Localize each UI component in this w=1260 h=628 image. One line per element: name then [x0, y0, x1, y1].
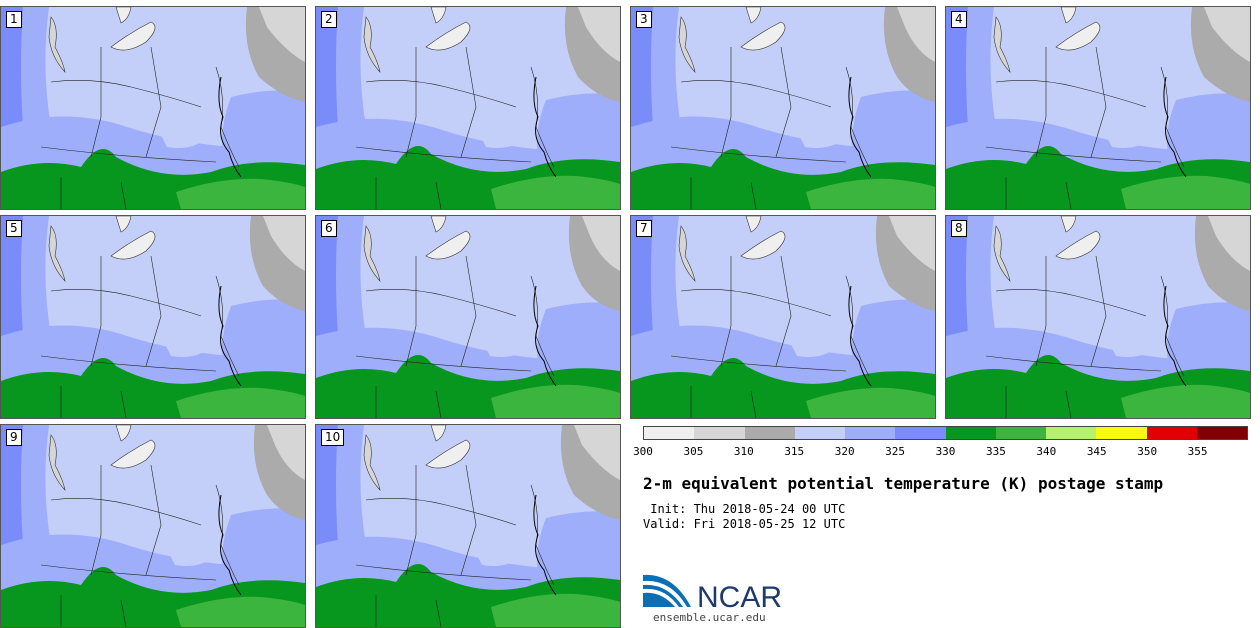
colorbar-tick-label: 330: [935, 445, 956, 458]
ensemble-member-panel: 9: [0, 424, 306, 628]
colorbar-ticks: 300 305 310 315 320 325 330 335 340 345 350 355: [633, 445, 1248, 459]
member-number-label: 7: [636, 220, 652, 237]
map-8: [946, 216, 1250, 418]
colorbar-segment: [1196, 427, 1247, 439]
ncar-wordmark: NCAR: [697, 581, 782, 614]
map-9: [1, 425, 305, 627]
map-6: [316, 216, 620, 418]
colorbar-tick-label: 325: [885, 445, 906, 458]
member-number-label: 8: [951, 220, 967, 237]
map-4: [946, 7, 1250, 209]
website-url: ensemble.ucar.edu: [653, 611, 766, 624]
map-3: [631, 7, 935, 209]
ncar-logo-mark: NCAR: [643, 574, 782, 614]
colorbar-segment: [945, 427, 996, 439]
colorbar: [643, 426, 1248, 440]
member-number-label: 10: [321, 429, 345, 446]
colorbar-tick-label: 350: [1137, 445, 1158, 458]
map-7: [631, 216, 935, 418]
colorbar-segment: [694, 427, 745, 439]
colorbar-segment: [744, 427, 795, 439]
member-number-label: 1: [6, 11, 22, 28]
colorbar-segment: [1146, 427, 1197, 439]
colorbar-segment: [1046, 427, 1097, 439]
colorbar-segment: [794, 427, 845, 439]
colorbar-tick-label: 355: [1187, 445, 1208, 458]
valid-time: Valid: Fri 2018-05-25 12 UTC: [643, 517, 846, 531]
colorbar-tick-label: 320: [834, 445, 855, 458]
colorbar-tick-label: 335: [985, 445, 1006, 458]
ensemble-member-panel: 2: [315, 6, 621, 210]
colorbar-segment: [845, 427, 896, 439]
map-1: [1, 7, 305, 209]
ensemble-member-panel: 10: [315, 424, 621, 628]
colorbar-tick-label: 340: [1036, 445, 1057, 458]
ensemble-member-panel: 5: [0, 215, 306, 419]
member-number-label: 2: [321, 11, 337, 28]
member-number-label: 5: [6, 220, 22, 237]
map-2: [316, 7, 620, 209]
map-5: [1, 216, 305, 418]
colorbar-segment: [644, 427, 695, 439]
colorbar-tick-label: 310: [733, 445, 754, 458]
ensemble-member-panel: 7: [630, 215, 936, 419]
ensemble-member-panel: 1: [0, 6, 306, 210]
member-number-label: 3: [636, 11, 652, 28]
map-10: [316, 425, 620, 627]
colorbar-tick-label: 345: [1086, 445, 1107, 458]
colorbar-segment: [895, 427, 946, 439]
ensemble-member-panel: 3: [630, 6, 936, 210]
ensemble-member-panel: 8: [945, 215, 1251, 419]
ensemble-member-panel: 6: [315, 215, 621, 419]
ncar-logo: NCAR: [643, 571, 793, 615]
figure-title: 2-m equivalent potential temperature (K)…: [643, 474, 1164, 493]
member-number-label: 4: [951, 11, 967, 28]
colorbar-segment: [995, 427, 1046, 439]
colorbar-tick-label: 315: [784, 445, 805, 458]
colorbar-segment: [1096, 427, 1147, 439]
ensemble-member-panel: 4: [945, 6, 1251, 210]
member-number-label: 6: [321, 220, 337, 237]
member-number-label: 9: [6, 429, 22, 446]
colorbar-tick-label: 300: [633, 445, 653, 458]
colorbar-tick-label: 305: [683, 445, 704, 458]
init-time: Init: Thu 2018-05-24 00 UTC: [643, 502, 846, 516]
